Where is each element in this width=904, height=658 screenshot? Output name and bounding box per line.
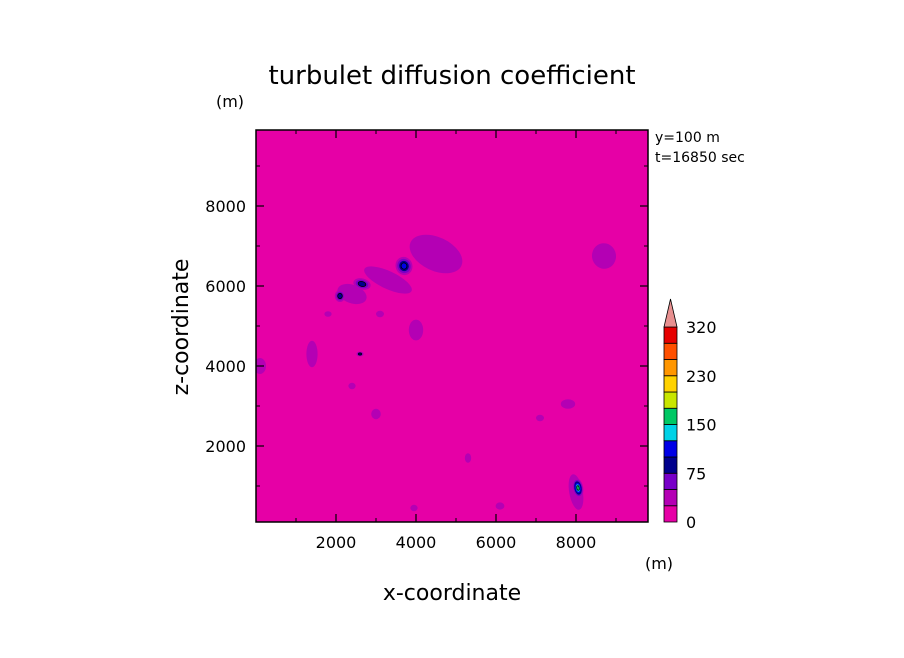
contour-band	[337, 293, 343, 299]
contour-band	[376, 310, 384, 318]
y-tick-label: 6000	[205, 277, 246, 296]
y-tick-label: 4000	[205, 357, 246, 376]
colorbar-band	[663, 375, 678, 393]
colorbar-band	[663, 424, 678, 442]
y-axis-label: z-coordinate	[169, 259, 194, 396]
x-axis-label: x-coordinate	[383, 581, 521, 606]
x-unit-label: (m)	[645, 554, 673, 573]
x-tick-label: 6000	[476, 533, 517, 552]
background-field	[256, 130, 648, 522]
plot-area	[255, 129, 649, 523]
contour-line	[400, 262, 408, 270]
colorbar-band	[663, 440, 678, 458]
colorbar-band	[663, 359, 678, 377]
contour-band	[348, 382, 356, 390]
contour-band	[371, 408, 381, 420]
contour-band	[560, 399, 576, 409]
colorbar-tick-label: 320	[686, 318, 717, 337]
contour-line	[337, 292, 343, 300]
contour-patch	[409, 234, 463, 274]
y-tick-label: 2000	[205, 437, 246, 456]
y-tick-label: 8000	[205, 197, 246, 216]
contour-peak	[334, 290, 346, 302]
contour-patch	[410, 504, 418, 512]
y-unit-label: (m)	[216, 92, 244, 111]
colorbar-band	[663, 326, 678, 344]
axes: 2000 4000 6000 8000 2000 4000 6000 8000	[205, 130, 648, 552]
contour-band	[536, 414, 544, 422]
contour-peak	[353, 278, 371, 290]
colorbar-band	[663, 391, 678, 409]
contour-band	[364, 266, 412, 294]
colorbar-band	[663, 456, 678, 474]
colorbar: 0 75 150 230 320	[663, 298, 717, 532]
x-tick-label: 8000	[556, 533, 597, 552]
colorbar-tick-label: 150	[686, 416, 717, 435]
contour-band	[495, 502, 505, 510]
colorbar-band	[663, 342, 678, 360]
contour-band	[358, 281, 366, 287]
contour-line	[357, 280, 367, 288]
colorbar-band	[663, 505, 678, 523]
contour-patch	[324, 311, 332, 317]
contour-line	[576, 485, 580, 491]
contour-patch	[560, 399, 576, 409]
colorbar-tick-label: 0	[686, 513, 696, 532]
contour-patch	[364, 266, 412, 294]
x-tick-label: 4000	[396, 533, 437, 552]
contour-band	[324, 311, 332, 317]
x-tick-label: 2000	[316, 533, 357, 552]
contour-band	[409, 234, 463, 274]
contour-band	[401, 262, 407, 270]
contour-patch	[408, 319, 424, 341]
colorbar-band	[663, 489, 678, 507]
chart-title: turbulet diffusion coefficient	[268, 61, 635, 91]
contour-peak	[395, 256, 413, 276]
annotation-t: t=16850 sec	[655, 150, 745, 166]
contour-patch	[495, 502, 505, 510]
contour-band	[464, 453, 472, 463]
colorbar-band	[663, 407, 678, 425]
contour-band	[358, 352, 362, 356]
colorbar-extend-arrow	[663, 298, 678, 328]
contour-patch	[536, 414, 544, 422]
contour-patch	[371, 408, 381, 420]
annotation-y: y=100 m	[655, 130, 720, 146]
contour-peak	[356, 351, 364, 357]
contour-patch	[591, 243, 617, 269]
contour-patch	[464, 453, 472, 463]
contour-patch	[376, 310, 384, 318]
colorbar-tick-label: 75	[686, 464, 706, 483]
contour-band	[591, 243, 617, 269]
contour-patch	[348, 382, 356, 390]
contour-band	[410, 504, 418, 512]
contour-line	[357, 352, 362, 356]
colorbar-band	[663, 472, 678, 490]
contour-patch	[306, 340, 318, 368]
contour-band	[306, 340, 318, 368]
contour-peak	[572, 478, 584, 498]
contour-features	[256, 234, 617, 512]
colorbar-tick-label: 230	[686, 367, 717, 386]
contour-band	[408, 319, 424, 341]
